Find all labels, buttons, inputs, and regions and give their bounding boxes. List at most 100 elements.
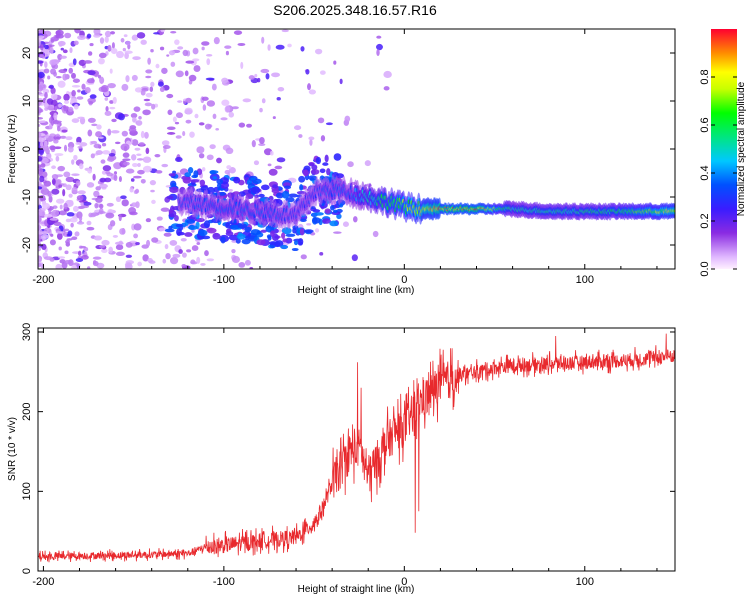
spectrogram-speckle [196,256,201,264]
spectrogram-speckle [73,154,78,161]
spectrogram-speckle [72,78,80,83]
spectrogram-speckle [142,109,151,116]
spectrogram-speckle [51,178,56,185]
spectrogram-speckle [287,43,292,48]
spectrogram-speckle [204,123,212,130]
spectrogram-speckle [167,109,173,116]
spectrogram-speckle [63,144,68,152]
spectrogram-speckle [308,89,317,95]
spectrogram-speckle [73,40,79,46]
spectrogram-speckle [58,103,63,108]
spectrogram-blob [216,178,224,185]
spectrogram-speckle [40,44,44,51]
spectrogram-speckle [58,210,67,216]
spectrogram-speckle [184,107,193,115]
spectrogram-speckle [133,223,142,231]
spectrogram-speckle [342,221,349,227]
spectrogram-blob [197,229,208,237]
spectrogram-blob [230,224,240,230]
spectrogram-speckle [261,98,266,104]
spectrogram-x-label: Height of straight line (km) [298,285,415,296]
spectrogram-blob [274,241,281,248]
spectrogram-speckle [38,198,41,205]
spectrogram-speckle [38,39,41,47]
spectrogram-speckle [265,73,270,80]
spectrogram-speckle [178,249,183,254]
spectrogram-speckle [72,205,79,212]
spectrogram-speckle [182,49,189,57]
spectrogram-speckle [63,171,71,178]
spectrogram-speckle [38,262,42,268]
spectrogram-speckle [65,239,70,244]
spectrogram-speckle [41,157,49,164]
spectrogram-speckle [62,188,66,197]
spectrogram-blob [330,205,335,211]
spectrogram-speckle [129,187,134,193]
spectrogram-speckle [231,249,236,254]
spectrogram-speckle [353,216,358,223]
spectrogram-blob [245,235,250,241]
spectrogram-speckle [38,247,42,252]
spectrogram-speckle [54,153,64,157]
snr-x-ticks: -200 -100 0 100 [32,328,658,588]
spectrogram-speckle [38,167,44,176]
spectrogram-speckle [205,77,215,81]
spectrogram-speckle [140,90,146,96]
x-tick-label: 0 [401,274,407,286]
spectrogram-speckle [47,190,52,197]
spectrogram-speckle [96,124,102,130]
spectrogram-blob [212,232,221,240]
colorbar-gradient [711,29,737,269]
spectrogram-speckle [89,213,97,218]
spectrogram-speckle [224,45,232,49]
spectrogram-speckle [90,140,98,145]
snr-y-ticks: 0 100 200 300 [21,323,675,574]
spectrogram-speckle [59,204,63,210]
spectrogram-blob [281,232,286,240]
spectrogram-speckle [244,259,251,266]
spectrogram-speckle [228,111,235,118]
y-tick-label: -10 [21,189,33,205]
spectrogram-speckle [79,215,83,222]
spectrogram-speckle [65,176,75,183]
spectrogram-speckle [98,211,106,214]
spectrogram-speckle [43,68,50,74]
spectrogram-speckle [132,56,141,61]
spectrogram-speckle [101,248,108,253]
spectrogram-speckle [344,115,351,123]
spectrogram-blob [299,218,307,222]
spectrogram-speckle [105,105,109,112]
spectrogram-speckle [72,58,77,66]
spectrogram-speckle [160,207,170,212]
spectrogram-speckle [136,153,142,157]
spectrogram-speckle [300,46,305,52]
spectrogram-speckle [104,36,109,43]
colorbar-tick-label: 0.6 [699,117,711,132]
spectrogram-speckle [206,258,215,262]
spectrogram-speckle [55,179,62,185]
spectrogram-speckle [38,131,42,138]
spectrogram-speckle [383,70,392,79]
spectrogram-blob [256,239,266,246]
spectrogram-speckle [148,260,156,264]
x-tick-label: -200 [32,274,54,286]
spectrogram-speckle [43,140,48,148]
snr-series-line [38,333,675,563]
spectrogram-speckle [298,134,303,138]
spectrogram-speckle [71,118,80,123]
spectrogram-speckle [164,243,169,250]
spectrogram-speckle [38,100,41,108]
spectrogram-speckle [70,222,74,228]
spectrogram-speckle [206,154,214,161]
spectrogram-speckle [48,84,54,89]
y-tick-label: -20 [21,237,33,253]
spectrogram-speckle [50,93,58,100]
spectrogram-blob [171,183,177,187]
spectrogram-speckle [175,135,182,139]
spectrogram-blob [281,227,292,235]
snr-frame [37,327,676,572]
spectrogram-speckle [38,84,44,92]
spectrogram-speckle [102,150,111,155]
spectrogram-speckle [57,125,61,132]
